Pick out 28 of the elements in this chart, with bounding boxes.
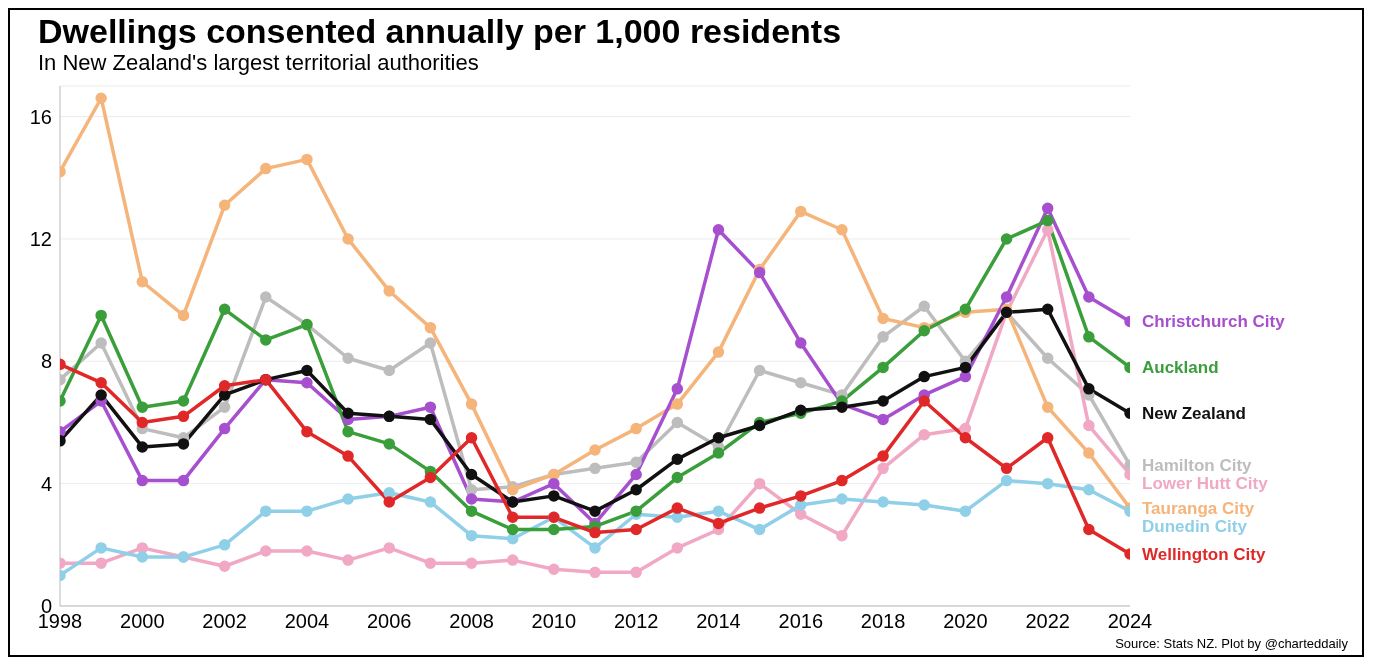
x-tick-label: 2010	[531, 610, 577, 633]
x-tick-label: 2008	[449, 610, 494, 633]
series-label: Lower Hutt City	[1142, 474, 1269, 494]
chart-subtitle: In New Zealand's largest territorial authorities	[37, 50, 480, 76]
x-tick-label: 2020	[943, 610, 988, 633]
series-label: Tauranga City	[1142, 499, 1255, 519]
x-tick-label: 2014	[696, 610, 741, 633]
y-tick-label: 8	[40, 350, 52, 373]
y-tick-label: 4	[40, 472, 52, 495]
series-label: Hamilton City	[1142, 456, 1253, 476]
x-tick-label: 2024	[1107, 610, 1153, 633]
series-label: Wellington City	[1142, 544, 1266, 564]
x-tick-label: 2004	[284, 610, 330, 633]
series-label: Christchurch City	[1142, 312, 1286, 332]
x-tick-label: 2018	[860, 610, 906, 633]
x-tick-label: 2002	[202, 610, 247, 633]
series-label: Auckland	[1142, 358, 1219, 378]
y-tick-label: 12	[29, 228, 52, 251]
chart-title: Dwellings consented annually per 1,000 residents	[37, 12, 843, 50]
y-tick-label: 16	[29, 105, 52, 128]
series-label: New Zealand	[1142, 404, 1246, 424]
series-label: Dunedin City	[1142, 517, 1248, 537]
x-tick-label: 2016	[778, 610, 824, 633]
x-tick-label: 2006	[366, 610, 412, 633]
source-note: Source: Stats NZ. Plot by @charteddaily	[1114, 636, 1349, 653]
x-tick-label: 2000	[120, 610, 165, 633]
x-tick-label: 2022	[1025, 610, 1070, 633]
x-tick-label: 2012	[613, 610, 659, 633]
